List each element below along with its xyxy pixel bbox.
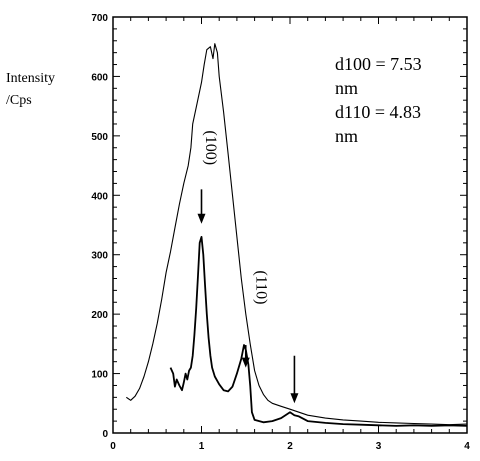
series-line-1 xyxy=(125,43,468,426)
arrow-head xyxy=(290,393,299,404)
y-tick-label: 300 xyxy=(91,251,108,262)
x-tick-label: 1 xyxy=(199,441,205,452)
peak-label: (110) xyxy=(252,270,269,304)
annotation-line: d110 = 4.83 xyxy=(335,102,421,122)
y-tick-label: 0 xyxy=(102,429,108,440)
y-axis-label-line: /Cps xyxy=(6,93,32,108)
x-tick-label: 0 xyxy=(110,441,116,452)
d-spacing-annotation: d100 = 7.53 nm d110 = 4.83 nm xyxy=(335,54,422,146)
x-tick-label: 2 xyxy=(287,441,293,452)
y-tick-label: 600 xyxy=(91,72,108,83)
x-tick-label: 3 xyxy=(376,441,382,452)
chart-labels: Intensity/Cps d100 = 7.53 nm d110 = 4.83 nm (… xyxy=(6,54,422,304)
series-line-2 xyxy=(169,236,468,427)
y-tick-label: 200 xyxy=(91,310,108,321)
y-tick-label: 700 xyxy=(91,13,108,24)
y-tick-label: 400 xyxy=(91,191,108,202)
y-tick-label: 100 xyxy=(91,370,108,381)
annotation-line: nm xyxy=(335,78,358,98)
peak-label: (100) xyxy=(202,130,219,165)
peak-arrows xyxy=(197,189,299,404)
plot-border xyxy=(112,16,468,434)
y-axis-label-line: Intensity xyxy=(6,71,55,86)
arrow-head xyxy=(241,357,250,368)
plot-frame xyxy=(112,16,468,434)
series-lines xyxy=(125,43,468,427)
arrow-head xyxy=(197,213,206,224)
x-tick-label: 4 xyxy=(464,441,470,452)
axis-ticks: 0 1 2 3 4 0 100 200 300 400 500 600 700 xyxy=(91,13,470,452)
y-axis-label: Intensity/Cps xyxy=(6,71,55,108)
annotation-line: d100 = 7.53 xyxy=(335,54,422,74)
y-tick-label: 500 xyxy=(91,132,108,143)
annotation-line: nm xyxy=(335,126,358,146)
